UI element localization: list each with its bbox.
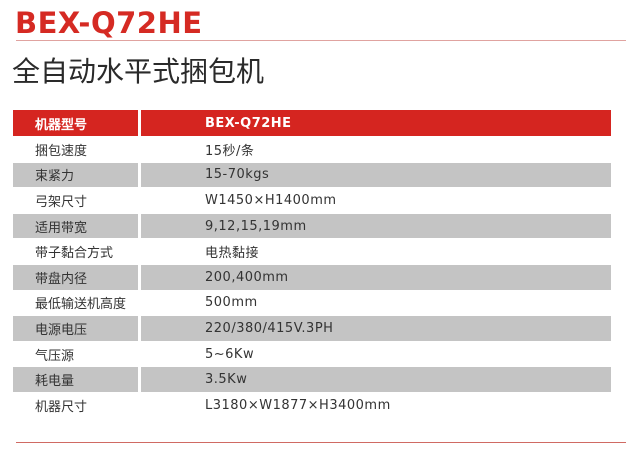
spec-table: 机器型号 BEX-Q72HE 捆包速度 15秒/条 束紧力 15-70kgs 弓架尺寸 W… bbox=[13, 110, 611, 419]
spec-label: 适用带宽 bbox=[13, 213, 141, 240]
spec-label: 带子黏合方式 bbox=[13, 239, 141, 265]
table-row: 最低输送机高度 500mm bbox=[13, 290, 611, 317]
divider bbox=[16, 40, 626, 41]
spec-label: 最低输送机高度 bbox=[13, 290, 141, 317]
spec-label: 耗电量 bbox=[13, 367, 141, 393]
spec-label: 气压源 bbox=[13, 341, 141, 368]
table-row: 带子黏合方式 电热黏接 bbox=[13, 239, 611, 265]
table-row: 耗电量 3.5Kw bbox=[13, 367, 611, 393]
table-row: 气压源 5~6Kw bbox=[13, 341, 611, 368]
spec-value: L3180×W1877×H3400mm bbox=[141, 393, 611, 419]
table-header-row: 机器型号 BEX-Q72HE bbox=[13, 110, 611, 137]
header-label: 机器型号 bbox=[13, 110, 141, 137]
spec-label: 束紧力 bbox=[13, 162, 141, 189]
spec-value: W1450×H1400mm bbox=[141, 188, 611, 214]
spec-value: 15-70kgs bbox=[141, 162, 611, 189]
table-row: 机器尺寸 L3180×W1877×H3400mm bbox=[13, 392, 611, 419]
spec-label: 弓架尺寸 bbox=[13, 188, 141, 214]
spec-value: 5~6Kw bbox=[141, 342, 611, 368]
divider bbox=[16, 442, 626, 443]
spec-label: 电源电压 bbox=[13, 316, 141, 342]
spec-value: 9,12,15,19mm bbox=[141, 213, 611, 240]
table-row: 电源电压 220/380/415V.3PH bbox=[13, 316, 611, 342]
table-row: 束紧力 15-70kgs bbox=[13, 162, 611, 189]
model-heading: BEX-Q72HE bbox=[15, 6, 203, 40]
spec-value: 电热黏接 bbox=[141, 239, 611, 265]
spec-label: 捆包速度 bbox=[13, 137, 141, 163]
spec-label: 带盘内径 bbox=[13, 264, 141, 291]
table-row: 带盘内径 200,400mm bbox=[13, 264, 611, 291]
table-row: 适用带宽 9,12,15,19mm bbox=[13, 213, 611, 240]
spec-value: 500mm bbox=[141, 291, 611, 317]
header-value: BEX-Q72HE bbox=[141, 110, 611, 137]
spec-label: 机器尺寸 bbox=[13, 392, 141, 419]
table-row: 捆包速度 15秒/条 bbox=[13, 137, 611, 163]
spec-value: 3.5Kw bbox=[141, 367, 611, 393]
spec-value: 15秒/条 bbox=[141, 137, 611, 163]
table-row: 弓架尺寸 W1450×H1400mm bbox=[13, 188, 611, 214]
product-title: 全自动水平式捆包机 bbox=[12, 55, 265, 88]
spec-value: 220/380/415V.3PH bbox=[141, 316, 611, 342]
spec-value: 200,400mm bbox=[141, 264, 611, 291]
